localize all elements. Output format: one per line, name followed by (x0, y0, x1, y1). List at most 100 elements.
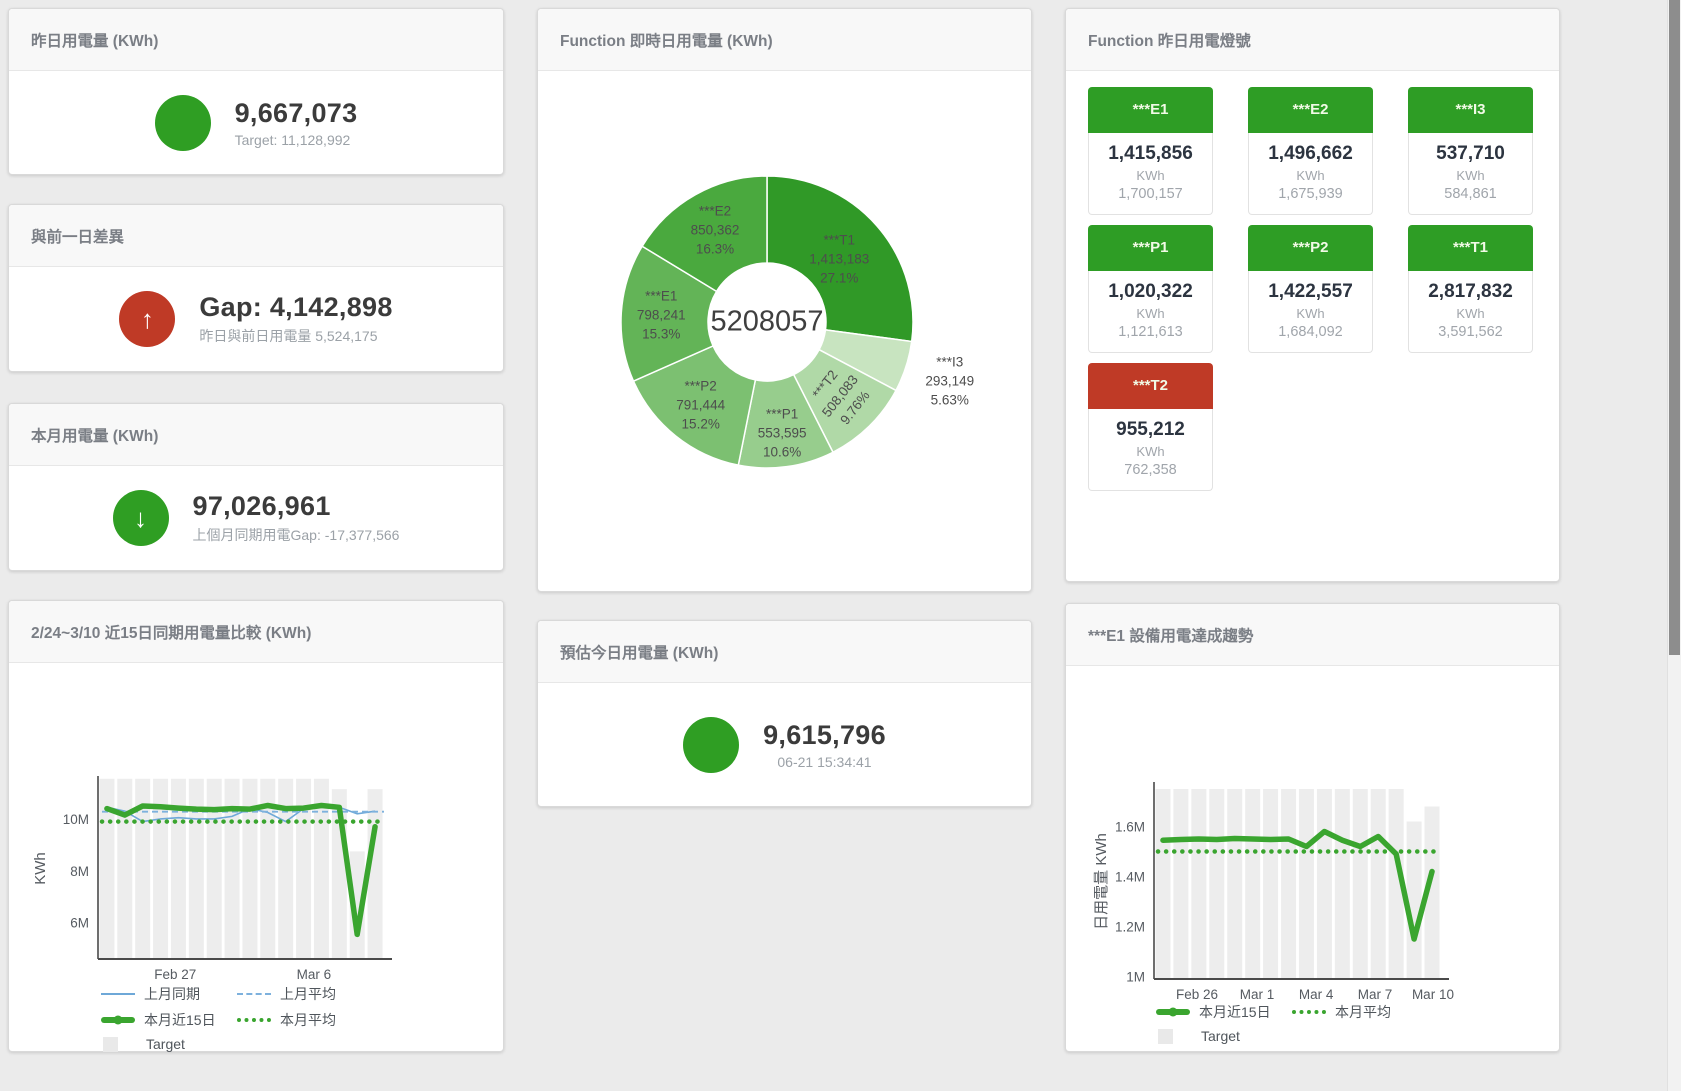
panel-day-gap: 與前一日差異 ↑ Gap: 4,142,898 昨日與前日用電量 5,524,1… (8, 204, 504, 372)
stat-value: 9,615,796 (763, 719, 886, 750)
target-bar (242, 778, 258, 959)
tile-value: 1,422,557 (1268, 281, 1353, 302)
panel-header: Function 昨日用電燈號 (1066, 9, 1559, 71)
donut-slice-T1[interactable] (766, 175, 914, 343)
trend-chart: 1.6M 1.4M 1.2M 1M Feb 26 Mar 1 Mar 4 Mar 7 Mar 1… (1093, 782, 1454, 1002)
tile-unit: KWh (1136, 444, 1165, 459)
target-bar (1227, 789, 1243, 979)
tile-subvalue: 1,121,613 (1118, 324, 1183, 340)
tile-subvalue: 584,861 (1444, 186, 1497, 202)
status-circle-icon: ↑ (119, 291, 176, 347)
status-circle-icon: ↓ (112, 490, 169, 546)
panel-title: ***E1 設備用電達成趨勢 (1088, 627, 1254, 645)
target-bar (1263, 789, 1279, 979)
target-bar (1173, 789, 1189, 979)
legend-item[interactable]: 本月近15日 (101, 1010, 237, 1030)
target-bar (99, 778, 115, 959)
target-bar (296, 778, 312, 959)
legend-item[interactable]: 上月同期 (101, 984, 237, 1004)
target-bar (188, 778, 204, 959)
legend-swatch-green-dot-icon (237, 1018, 271, 1022)
stat-value: 9,667,073 (234, 97, 358, 128)
scrollbar[interactable] (1667, 0, 1681, 1091)
legend-swatch-blue-line-icon (101, 993, 135, 995)
tile-status-header: ***P2 (1248, 225, 1373, 271)
donut-slice-label: ***T1 1,413,183 27.1% (809, 232, 870, 286)
stat-value: 97,026,961 (192, 491, 331, 521)
donut-slice-P2[interactable] (632, 344, 757, 467)
tile-unit: KWh (1136, 168, 1165, 183)
trend-chart-legend: 本月近15日 本月平均 Target (1156, 1002, 1428, 1050)
tile-unit: KWh (1136, 306, 1165, 321)
tile-status-header: ***T2 (1088, 363, 1213, 409)
legend-item[interactable]: Target (101, 1036, 237, 1052)
target-bar (1388, 789, 1404, 979)
tile-subvalue: 1,675,939 (1278, 186, 1343, 202)
tile-unit: KWh (1296, 168, 1325, 183)
function-tile-P1: ***P1 1,020,322 KWh 1,121,613 (1088, 225, 1213, 353)
function-tile-T1: ***T1 2,817,832 KWh 3,591,562 (1408, 225, 1533, 353)
target-bar (206, 778, 222, 959)
stat-subtitle: 昨日與前日用電量 5,524,175 (199, 328, 378, 344)
legend-item[interactable]: Target (1156, 1028, 1292, 1044)
target-bar (117, 778, 133, 959)
panel-header: 與前一日差異 (9, 205, 503, 267)
target-bar (1155, 789, 1171, 979)
stat-subtitle: 上個月同期用電Gap: -17,377,566 (192, 527, 400, 543)
target-bar (1334, 789, 1350, 979)
target-bar (1209, 789, 1225, 979)
target-bar (224, 778, 240, 959)
target-bar (260, 778, 276, 959)
function-tile-P2: ***P2 1,422,557 KWh 1,684,092 (1248, 225, 1373, 353)
stat-value: Gap: 4,142,898 (199, 292, 393, 322)
legend-swatch-target-box-icon (1158, 1028, 1173, 1044)
legend-label: 上月平均 (280, 986, 336, 1002)
donut-center-total: 5208057 (710, 305, 824, 338)
legend-label: 本月近15日 (1199, 1004, 1271, 1020)
legend-item[interactable]: 上月平均 (237, 984, 373, 1004)
panel-title: Function 昨日用電燈號 (1088, 32, 1251, 50)
scrollbar-thumb[interactable] (1669, 0, 1680, 655)
panel-title: 預估今日用電量 (KWh) (560, 644, 719, 662)
target-bar (1424, 806, 1440, 979)
target-bar (1316, 789, 1332, 979)
panel-e1-trend-chart: ***E1 設備用電達成趨勢 1.6M 1.4M 1.2M 1M Feb 26 Mar 1… (1065, 603, 1560, 1052)
tile-status-header: ***T1 (1408, 225, 1533, 271)
donut-chart: 5208057 ***T1 1,413,183 27.1% ***I3 293,149 5… (538, 71, 1031, 591)
tile-value: 1,415,856 (1108, 143, 1193, 164)
donut-slice-label: ***I3 293,149 5.63% (925, 354, 975, 408)
legend-item[interactable]: 本月平均 (237, 1010, 373, 1030)
legend-label: 本月平均 (1335, 1004, 1391, 1020)
function-tile-E1: ***E1 1,415,856 KWh 1,700,157 (1088, 87, 1213, 215)
target-bar (1191, 789, 1207, 979)
target-bar (135, 778, 151, 959)
panel-header: 昨日用電量 (KWh) (9, 9, 503, 71)
donut-slice-E1[interactable] (620, 245, 718, 383)
donut-slice-label: ***E2 850,362 16.3% (690, 203, 740, 257)
tile-status-header: ***E1 (1088, 87, 1213, 133)
tile-status-header: ***I3 (1408, 87, 1533, 133)
legend-item[interactable]: 本月近15日 (1156, 1002, 1292, 1022)
legend-item[interactable]: 本月平均 (1292, 1002, 1428, 1022)
target-bar (1352, 789, 1368, 979)
function-tile-T2: ***T2 955,212 KWh 762,358 (1088, 363, 1213, 491)
y-tick-label: 1M (1126, 970, 1145, 985)
y-tick-label: 6M (70, 916, 89, 931)
stat-subtitle: Target: 11,128,992 (234, 131, 351, 148)
tile-body: 1,422,557 KWh 1,684,092 (1248, 271, 1373, 353)
x-tick-label: Mar 6 (297, 967, 332, 982)
status-circle-icon (154, 94, 211, 151)
panel-status-lights: Function 昨日用電燈號 ***E1 1,415,856 KWh 1,700,1… (1065, 8, 1560, 582)
donut-slice-label: ***E1 798,241 15.3% (636, 288, 686, 342)
status-circle-icon (683, 716, 740, 773)
target-bar (313, 778, 329, 959)
tile-body: 1,496,662 KWh 1,675,939 (1248, 133, 1373, 215)
donut-slice-E2[interactable] (641, 175, 768, 293)
function-tile-I3: ***I3 537,710 KWh 584,861 (1408, 87, 1533, 215)
legend-label: Target (1201, 1028, 1240, 1044)
panel-header: Function 即時日用電量 (KWh) (538, 9, 1031, 71)
tile-value: 1,020,322 (1108, 281, 1193, 302)
legend-swatch-green-dot-icon (1292, 1010, 1326, 1014)
panel-yesterday-usage: 昨日用電量 (KWh) 9,667,073 Target: 11,128,992 (8, 8, 504, 175)
tile-body: 537,710 KWh 584,861 (1408, 133, 1533, 215)
